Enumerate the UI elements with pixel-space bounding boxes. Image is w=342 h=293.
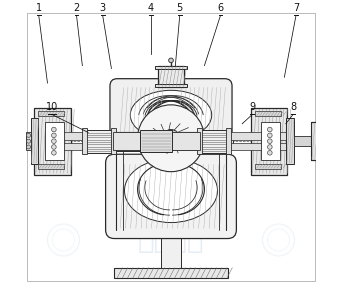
Bar: [294, 136, 311, 146]
Bar: [167, 132, 200, 151]
Bar: [113, 132, 146, 151]
Circle shape: [267, 145, 272, 149]
Bar: [85, 130, 113, 153]
Circle shape: [162, 130, 180, 147]
Circle shape: [267, 127, 272, 132]
Bar: [311, 122, 323, 160]
Bar: [82, 128, 87, 154]
Bar: [226, 128, 231, 154]
Circle shape: [169, 58, 173, 63]
Bar: [200, 130, 228, 153]
Bar: [49, 143, 293, 150]
Text: 7: 7: [293, 3, 299, 13]
Bar: [255, 111, 281, 117]
Bar: [31, 118, 38, 164]
Bar: [114, 268, 228, 278]
Circle shape: [52, 133, 56, 138]
Circle shape: [27, 145, 31, 149]
Bar: [251, 108, 287, 175]
Text: 8: 8: [290, 102, 296, 112]
Circle shape: [137, 105, 205, 172]
Text: 9: 9: [249, 102, 255, 112]
Bar: [286, 118, 294, 164]
Text: 1: 1: [36, 3, 42, 13]
Bar: [26, 132, 31, 150]
Bar: [108, 135, 117, 149]
Bar: [141, 130, 172, 152]
Text: 海神水泵: 海神水泵: [138, 226, 204, 254]
Bar: [197, 128, 201, 154]
Circle shape: [267, 151, 272, 155]
Ellipse shape: [124, 159, 218, 223]
Bar: [161, 230, 181, 268]
Bar: [45, 122, 64, 160]
Bar: [261, 122, 280, 160]
Bar: [26, 136, 30, 146]
Bar: [225, 135, 234, 149]
Bar: [111, 128, 116, 154]
Circle shape: [52, 145, 56, 149]
Text: 5: 5: [176, 3, 183, 13]
Bar: [155, 66, 187, 69]
Bar: [158, 66, 184, 87]
Circle shape: [52, 139, 56, 144]
Bar: [49, 132, 293, 140]
FancyBboxPatch shape: [106, 154, 236, 239]
Circle shape: [52, 151, 56, 155]
Text: 4: 4: [148, 3, 154, 13]
Ellipse shape: [130, 90, 212, 140]
Circle shape: [267, 133, 272, 138]
Bar: [35, 108, 71, 175]
Bar: [159, 85, 183, 87]
Circle shape: [27, 133, 31, 137]
Bar: [155, 84, 187, 87]
Circle shape: [267, 139, 272, 144]
Text: 6: 6: [218, 3, 223, 13]
Circle shape: [27, 139, 31, 143]
Bar: [255, 163, 281, 169]
Bar: [38, 163, 64, 169]
Bar: [38, 111, 64, 117]
Text: 2: 2: [74, 3, 80, 13]
FancyBboxPatch shape: [110, 79, 232, 151]
Text: 10: 10: [46, 102, 58, 112]
Text: 3: 3: [100, 3, 106, 13]
Circle shape: [52, 127, 56, 132]
